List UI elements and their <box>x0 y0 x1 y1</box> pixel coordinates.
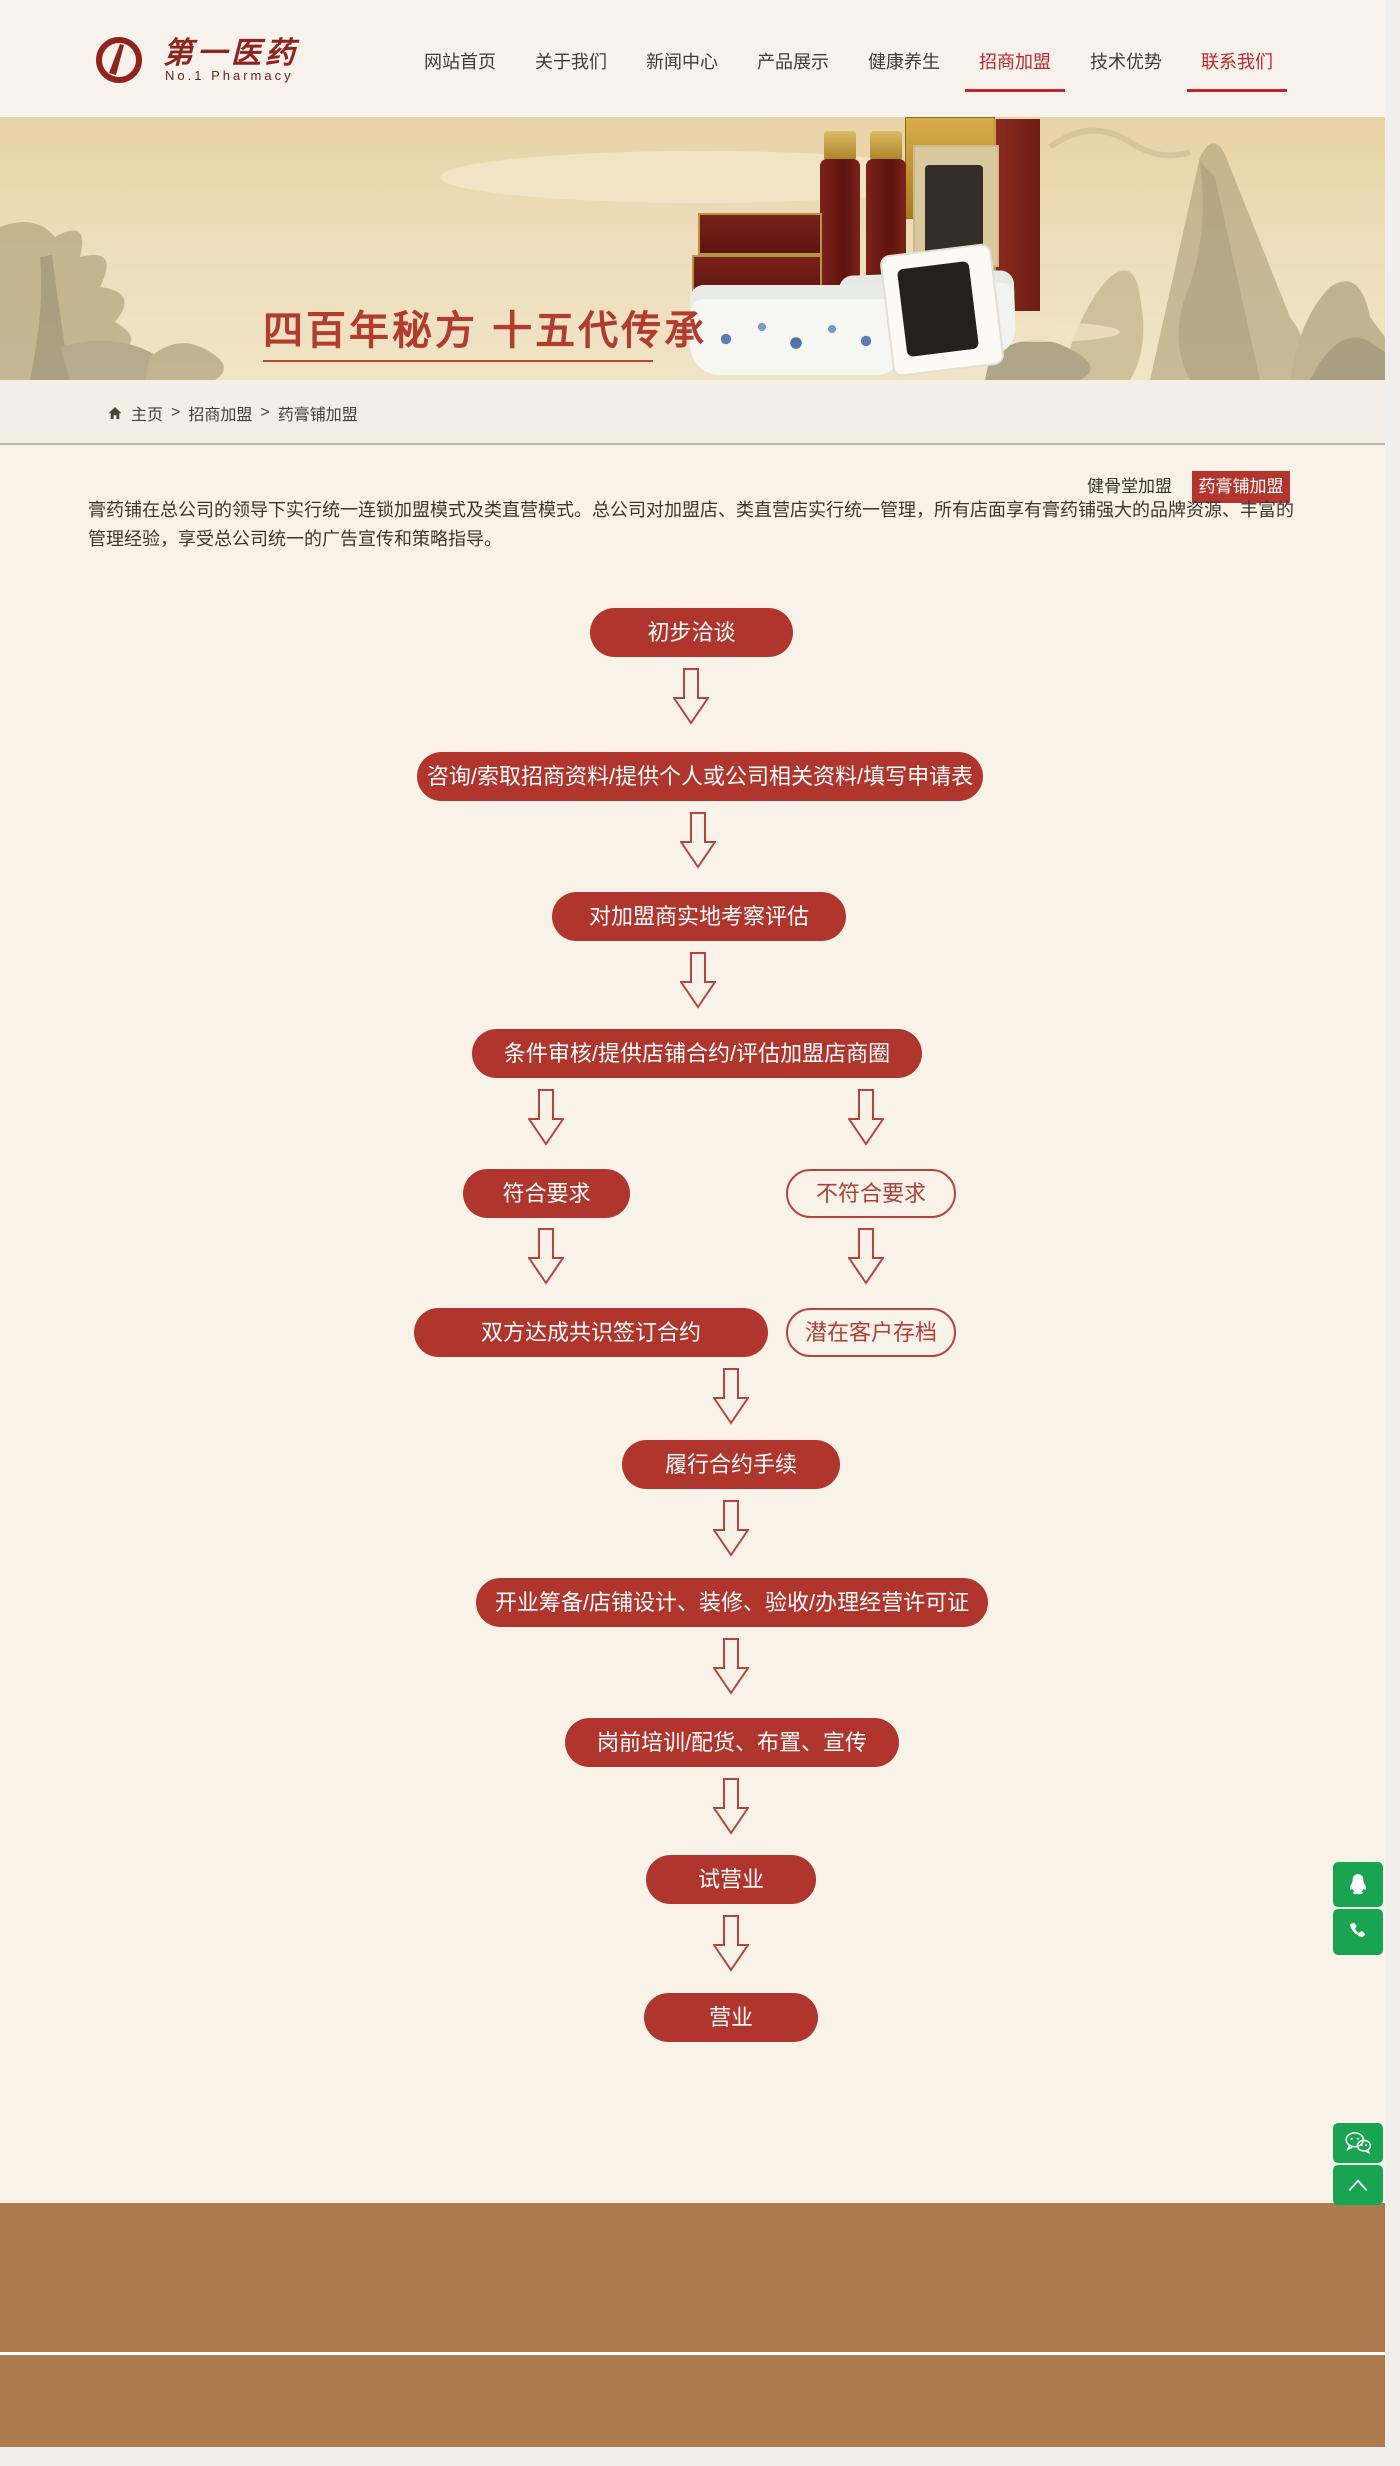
banner-divider <box>263 360 653 362</box>
breadcrumb-current[interactable]: 药膏铺加盟 <box>277 407 358 424</box>
flow-step-not-meet-requirements: 不符合要求 <box>786 1169 956 1218</box>
flow-step-consultation-application: 咨询/索取招商资料/提供个人或公司相关资料/填写申请表 <box>417 752 983 801</box>
wechat-icon <box>1345 2132 1372 2155</box>
nav-item-contact[interactable]: 联系我们 <box>1187 48 1287 92</box>
flow-arrow-down-icon <box>528 1089 564 1146</box>
tab-jiangutang-franchise[interactable]: 健骨堂加盟 <box>1087 477 1172 496</box>
qq-icon <box>1349 1873 1367 1894</box>
phone-icon <box>1350 1922 1365 1938</box>
flow-arrow-down-icon <box>713 1368 749 1425</box>
footer-divider <box>0 2352 1385 2355</box>
logo[interactable]: 第一医药 No.1 Pharmacy <box>95 34 325 90</box>
flow-arrow-down-icon <box>680 952 716 1009</box>
flow-step-meets-requirements: 符合要求 <box>463 1169 630 1218</box>
footer-band-top <box>0 2203 1385 2352</box>
flow-step-fulfill-contract: 履行合约手续 <box>622 1440 840 1489</box>
flow-step-trial-operation: 试营业 <box>646 1855 816 1904</box>
product-spray-bottle <box>820 159 860 289</box>
flow-step-archive-potential-client: 潜在客户存档 <box>786 1308 956 1357</box>
back-to-top-button[interactable] <box>1333 2165 1383 2205</box>
flow-step-sign-contract: 双方达成共识签订合约 <box>414 1308 768 1357</box>
flow-arrow-down-icon <box>713 1778 749 1835</box>
breadcrumb: 主页 > 招商加盟 > 药膏铺加盟 <box>107 401 358 425</box>
flow-arrow-down-icon <box>713 1915 749 1972</box>
breadcrumb-separator: > <box>171 404 181 421</box>
tab-yaogaopu-franchise[interactable]: 药膏铺加盟 <box>1192 471 1290 503</box>
product-plaster-patch-center <box>896 260 980 358</box>
scrollbar-track[interactable] <box>1385 0 1400 2447</box>
breadcrumb-home[interactable]: 主页 <box>131 407 164 424</box>
product-spray-bottle-cap <box>870 131 902 161</box>
wechat-button[interactable] <box>1333 2123 1383 2163</box>
flow-step-pre-job-training: 岗前培训/配货、布置、宣传 <box>565 1718 899 1767</box>
flow-arrow-down-icon <box>713 1500 749 1557</box>
breadcrumb-separator: > <box>260 404 270 421</box>
flow-arrow-down-icon <box>848 1089 884 1146</box>
product-plaster-back-center <box>925 165 983 255</box>
phone-button[interactable] <box>1333 1909 1383 1955</box>
intro-paragraph: 膏药铺在总公司的领导下实行统一连锁加盟模式及类直营模式。总公司对加盟店、类直营店… <box>88 500 1294 549</box>
flow-step-preliminary-talks: 初步洽谈 <box>590 608 793 657</box>
main-nav: 网站首页 关于我们 新闻中心 产品展示 健康养生 招商加盟 技术优势 联系我们 <box>424 48 1287 92</box>
nav-item-about[interactable]: 关于我们 <box>535 52 607 72</box>
nav-item-health[interactable]: 健康养生 <box>868 52 940 72</box>
brand-name-en: No.1 Pharmacy <box>165 68 294 83</box>
banner-title: 四百年秘方 十五代传承 <box>263 309 708 353</box>
breadcrumb-franchise[interactable]: 招商加盟 <box>188 407 253 424</box>
logo-icon <box>96 37 142 83</box>
nav-item-news[interactable]: 新闻中心 <box>646 52 718 72</box>
flow-arrow-down-icon <box>713 1638 749 1695</box>
qq-button[interactable] <box>1333 1862 1383 1907</box>
header: 第一医药 No.1 Pharmacy 网站首页 关于我们 新闻中心 产品展示 健… <box>0 0 1385 117</box>
flow-arrow-down-icon <box>680 812 716 869</box>
banner-ink-painting <box>0 127 1385 380</box>
nav-item-products[interactable]: 产品展示 <box>757 52 829 72</box>
flow-step-opening-preparation: 开业筹备/店铺设计、装修、验收/办理经营许可证 <box>476 1578 988 1627</box>
flow-arrow-down-icon <box>528 1228 564 1285</box>
flow-step-condition-review: 条件审核/提供店铺合约/评估加盟店商圈 <box>472 1029 922 1078</box>
footer-bottom-strip <box>0 2447 1400 2466</box>
product-spray-bottle-cap <box>824 131 856 161</box>
brand-name-cn: 第一医药 <box>163 37 299 70</box>
chevron-up-icon <box>1348 2179 1368 2191</box>
product-box-maroon <box>698 213 822 255</box>
flow-step-site-inspection: 对加盟商实地考察评估 <box>552 892 846 941</box>
banner-products <box>690 117 1050 380</box>
footer-band-bottom <box>0 2355 1385 2447</box>
home-icon <box>108 407 122 419</box>
flow-arrow-down-icon <box>848 1228 884 1285</box>
product-porcelain-pattern <box>704 313 890 365</box>
nav-item-home[interactable]: 网站首页 <box>424 52 496 72</box>
breadcrumb-bar: 主页 > 招商加盟 > 药膏铺加盟 <box>0 380 1385 445</box>
nav-item-technology[interactable]: 技术优势 <box>1090 52 1162 72</box>
flow-arrow-down-icon <box>673 668 709 725</box>
nav-item-franchise[interactable]: 招商加盟 <box>965 48 1065 92</box>
banner: 四百年秘方 十五代传承 祛风除湿，活血化瘀，通络定痛，一次见效,不含任何 激素，… <box>0 117 1385 380</box>
flow-step-operation: 营业 <box>644 1993 818 2042</box>
